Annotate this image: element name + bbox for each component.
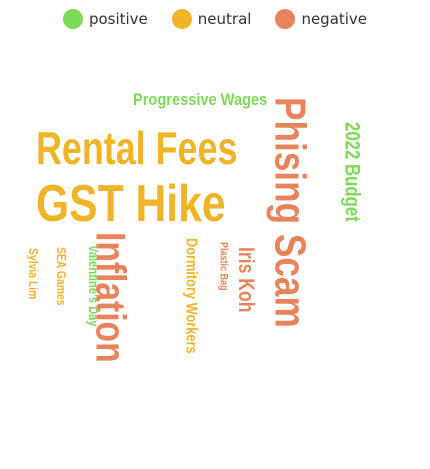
word-dormitory-workers: Dormitory Workers [182,238,200,354]
word-rental-fees: Rental Fees [36,123,237,174]
word-sylvia-lim: Sylvia Lim [26,248,40,299]
legend-label-neutral: neutral [197,10,252,28]
legend-item-negative[interactable]: negative [275,9,367,29]
word-progressive-wages: Progressive Wages [133,91,267,109]
legend-dot-positive [62,9,83,29]
word-phising-scam: Phising Scam [265,97,314,328]
word-valentine-s-day: Valentine's Day [86,245,101,327]
legend-item-neutral[interactable]: neutral [171,9,252,29]
legend: positive neutral negative [0,9,430,29]
word-plastic-bag: Plastic Bag [217,242,229,291]
legend-label-positive: positive [88,10,148,28]
legend-dot-neutral [171,9,192,29]
legend-item-positive[interactable]: positive [62,9,148,29]
legend-dot-negative [275,9,296,29]
word-gst-hike: GST Hike [36,175,226,233]
word-inflation: Inflation [87,232,133,363]
legend-label-negative: negative [301,10,368,28]
word-iris-koh: Iris Koh [234,247,258,312]
word-2022-budget: 2022 Budget [340,122,363,222]
word-sea-games: SEA Games [54,247,68,306]
